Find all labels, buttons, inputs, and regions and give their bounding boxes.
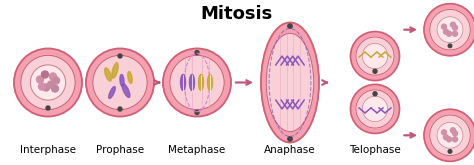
Circle shape	[93, 55, 147, 110]
Circle shape	[453, 31, 457, 36]
Ellipse shape	[199, 75, 203, 90]
Circle shape	[30, 65, 66, 100]
Text: Prophase: Prophase	[96, 145, 144, 155]
Ellipse shape	[109, 87, 115, 99]
Circle shape	[163, 49, 231, 116]
Text: Telophase: Telophase	[349, 145, 401, 155]
Ellipse shape	[112, 63, 118, 78]
Ellipse shape	[261, 22, 319, 143]
Circle shape	[288, 137, 292, 141]
Text: Interphase: Interphase	[20, 145, 76, 155]
Circle shape	[450, 22, 456, 27]
Circle shape	[195, 110, 199, 114]
Circle shape	[195, 51, 199, 55]
Text: Metaphase: Metaphase	[168, 145, 226, 155]
Circle shape	[49, 73, 56, 80]
Text: Anaphase: Anaphase	[264, 145, 316, 155]
Circle shape	[38, 83, 46, 90]
Circle shape	[118, 107, 122, 111]
Circle shape	[447, 137, 452, 142]
Circle shape	[356, 90, 394, 128]
Circle shape	[14, 49, 82, 116]
Circle shape	[362, 43, 388, 69]
Circle shape	[350, 32, 400, 81]
Circle shape	[47, 81, 55, 88]
Circle shape	[453, 25, 457, 30]
Ellipse shape	[181, 75, 185, 90]
Circle shape	[356, 37, 394, 75]
Circle shape	[441, 24, 447, 29]
Circle shape	[373, 92, 377, 96]
Circle shape	[441, 130, 447, 135]
Circle shape	[430, 115, 470, 156]
Circle shape	[52, 85, 58, 92]
Circle shape	[424, 109, 474, 161]
Circle shape	[170, 55, 224, 110]
Circle shape	[53, 77, 60, 84]
Circle shape	[43, 84, 49, 91]
Circle shape	[288, 24, 292, 28]
Circle shape	[362, 96, 388, 122]
Circle shape	[21, 55, 75, 110]
Circle shape	[437, 122, 463, 148]
Ellipse shape	[105, 68, 111, 81]
Circle shape	[118, 54, 122, 58]
Circle shape	[437, 17, 463, 43]
Circle shape	[453, 131, 457, 136]
Ellipse shape	[120, 75, 124, 86]
Circle shape	[42, 71, 48, 78]
Circle shape	[46, 106, 50, 110]
Circle shape	[430, 9, 470, 50]
Circle shape	[36, 76, 44, 83]
Ellipse shape	[122, 84, 130, 97]
Circle shape	[447, 31, 452, 36]
Circle shape	[450, 128, 456, 133]
Circle shape	[86, 49, 154, 116]
Circle shape	[448, 44, 452, 48]
Circle shape	[448, 150, 452, 153]
Circle shape	[350, 84, 400, 133]
Circle shape	[444, 135, 448, 140]
Ellipse shape	[128, 72, 132, 83]
Circle shape	[453, 137, 457, 142]
Ellipse shape	[190, 75, 194, 90]
Circle shape	[444, 29, 448, 34]
Ellipse shape	[208, 75, 212, 90]
Text: Mitosis: Mitosis	[201, 5, 273, 23]
Circle shape	[424, 4, 474, 56]
Circle shape	[373, 69, 377, 73]
Ellipse shape	[266, 33, 314, 132]
